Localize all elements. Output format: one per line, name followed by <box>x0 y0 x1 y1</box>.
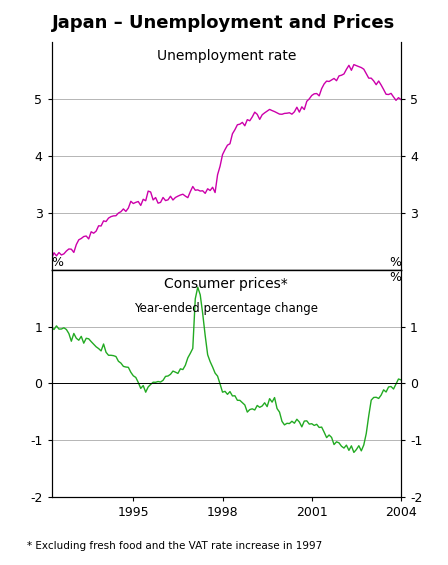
Text: Unemployment rate: Unemployment rate <box>156 49 296 63</box>
Text: Consumer prices*: Consumer prices* <box>164 277 288 290</box>
Text: * Excluding fresh food and the VAT rate increase in 1997: * Excluding fresh food and the VAT rate … <box>27 541 322 551</box>
Text: %: % <box>389 255 401 268</box>
Text: %: % <box>52 255 64 268</box>
Text: %: % <box>389 271 401 284</box>
Text: %: % <box>52 271 64 284</box>
Text: Japan – Unemployment and Prices: Japan – Unemployment and Prices <box>52 14 396 32</box>
Text: Year-ended percentage change: Year-ended percentage change <box>134 302 318 315</box>
